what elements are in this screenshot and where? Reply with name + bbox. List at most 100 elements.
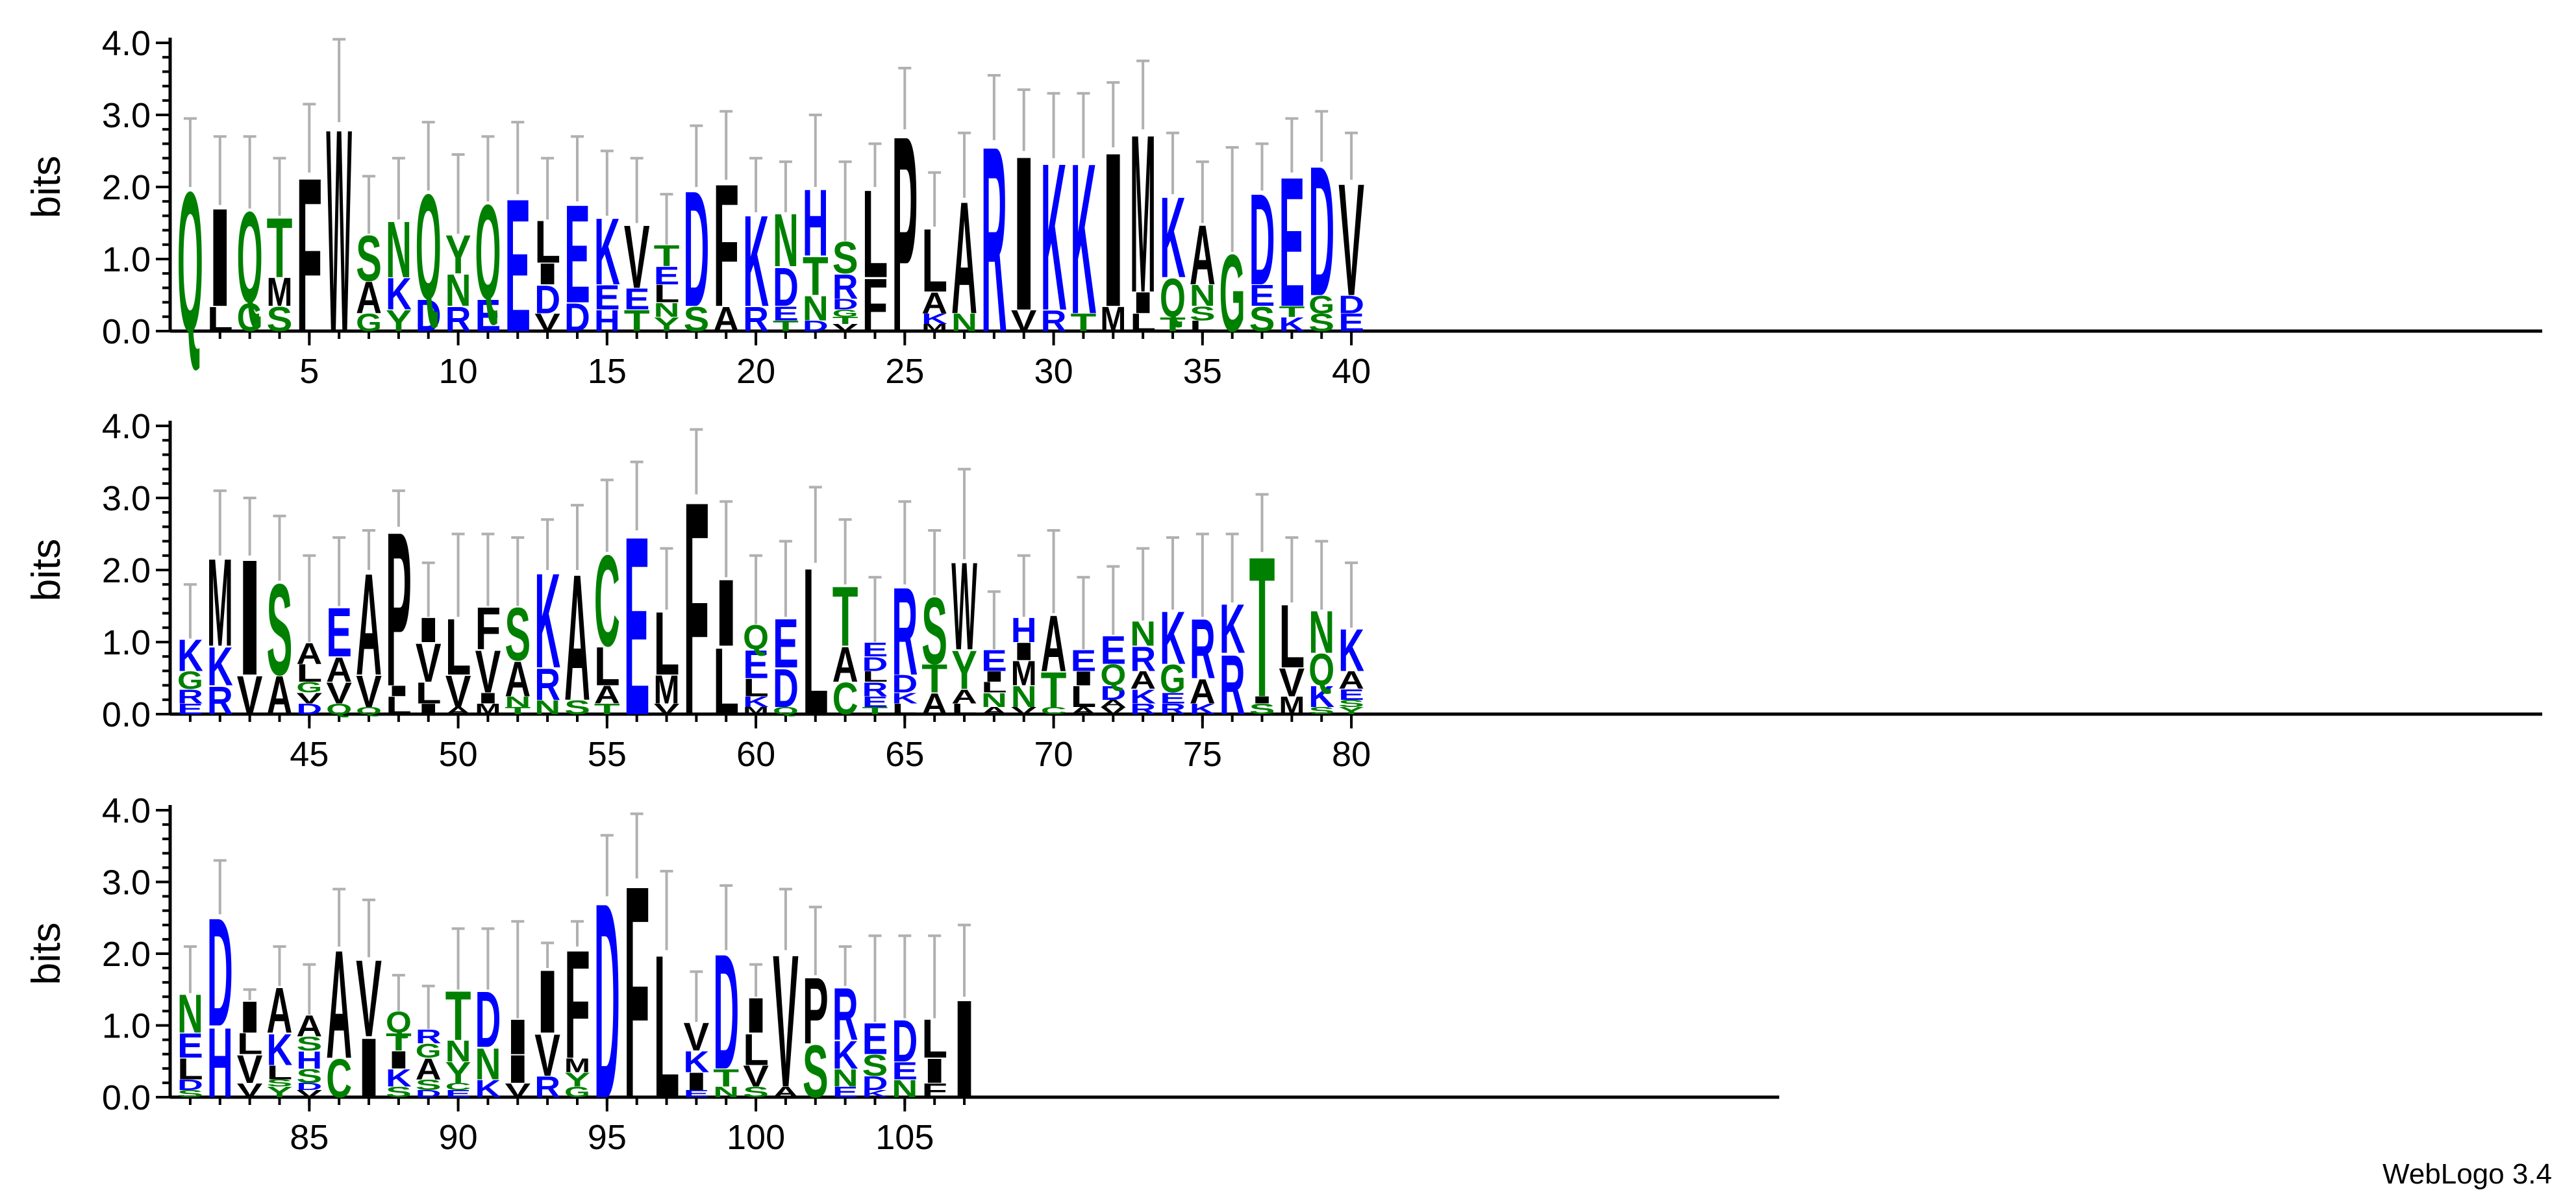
- logo-letter-Y: Y: [386, 304, 412, 338]
- y-tick-label: 4.0: [102, 791, 151, 830]
- logo-letter-D: D: [862, 653, 888, 675]
- logo-letter-I: I: [1249, 694, 1275, 705]
- logo-letter-V: V: [475, 639, 501, 706]
- logo-letter-S: S: [1308, 308, 1334, 337]
- logo-letter-N: N: [1130, 614, 1156, 653]
- logo-column-78: MVL: [1279, 536, 1305, 720]
- logo-letter-V: V: [654, 700, 680, 717]
- logo-letter-H: H: [803, 170, 829, 276]
- logo-column-39: SGD: [1308, 110, 1334, 337]
- x-tick-label: 90: [439, 1118, 478, 1157]
- logo-letter-A: A: [1071, 705, 1097, 717]
- logo-letter-I: I: [981, 668, 1007, 685]
- logo-letter-L: L: [803, 525, 829, 759]
- logo-column-15: HEK: [594, 149, 620, 338]
- logo-letter-T: T: [654, 239, 680, 273]
- logo-column-1: Q: [177, 117, 203, 374]
- y-tick-label: 2.0: [102, 935, 151, 974]
- logo-column-62: L: [803, 486, 829, 759]
- logo-letter-F: F: [862, 263, 888, 347]
- logo-column-102: SP: [803, 906, 829, 1113]
- x-tick-label: 65: [885, 735, 924, 774]
- logo-letter-R: R: [534, 1070, 560, 1104]
- logo-letter-S: S: [1190, 303, 1216, 325]
- logo-letter-I: I: [207, 179, 233, 336]
- logo-letter-I: I: [921, 1051, 947, 1090]
- logo-column-75: KAR: [1190, 532, 1216, 717]
- logo-letter-G: G: [1308, 290, 1334, 318]
- logo-letter-I: I: [505, 1047, 531, 1091]
- logo-letter-Y: Y: [951, 639, 977, 701]
- logo-letter-F: F: [564, 918, 590, 1091]
- logo-letter-D: D: [564, 295, 590, 340]
- logo-letter-Y: Y: [564, 1069, 590, 1091]
- logo-letter-K: K: [921, 310, 947, 327]
- logo-letter-S: S: [1308, 706, 1334, 717]
- logo-letter-L: L: [594, 636, 620, 697]
- x-tick-label: 45: [290, 735, 329, 774]
- logo-letter-T: T: [1279, 303, 1305, 320]
- logo-letter-N: N: [445, 1034, 471, 1068]
- logo-letter-E: E: [862, 693, 888, 710]
- logo-letter-I: I: [475, 689, 501, 706]
- logo-letter-V: V: [832, 323, 858, 334]
- x-tick-label: 5: [299, 352, 319, 391]
- logo-letter-K: K: [832, 1033, 858, 1077]
- logo-letter-D: D: [296, 1081, 322, 1092]
- y-tick-label: 2.0: [102, 168, 151, 207]
- logo-letter-S: S: [1249, 300, 1275, 340]
- logo-letter-Q: Q: [1308, 645, 1334, 695]
- logo-column-86: CA: [326, 887, 352, 1109]
- logo-letter-E: E: [862, 639, 888, 661]
- logo-letter-E: E: [1249, 279, 1275, 312]
- logo-letter-P: P: [892, 79, 918, 391]
- logo-letter-K: K: [207, 636, 233, 698]
- logo-letter-A: A: [951, 168, 977, 347]
- logo-letter-S: S: [1338, 698, 1364, 709]
- logo-column-31: TK: [1071, 92, 1097, 359]
- logo-letter-L: L: [416, 676, 442, 710]
- logo-letter-C: C: [1041, 705, 1067, 717]
- logo-letter-L: L: [1190, 318, 1216, 335]
- logo-column-61: QDE: [773, 539, 799, 719]
- logo-letter-A: A: [832, 637, 858, 693]
- logo-letter-Q: Q: [386, 1006, 412, 1039]
- logo-column-63: CAT: [832, 518, 858, 724]
- logo-letter-V: V: [445, 667, 471, 717]
- logo-letter-V: V: [356, 667, 382, 717]
- logo-letter-L: L: [654, 913, 680, 1141]
- logo-letter-A: A: [356, 543, 382, 706]
- logo-letter-D: D: [296, 700, 322, 717]
- logo-letter-E: E: [683, 1089, 709, 1100]
- logo-letter-A: A: [416, 1052, 442, 1086]
- logo-letter-E: E: [445, 1089, 471, 1100]
- logo-letter-K: K: [862, 1088, 888, 1099]
- logo-column-93: RVI: [534, 941, 560, 1104]
- x-tick-label: 35: [1183, 352, 1222, 391]
- logo-letter-F: F: [296, 132, 322, 378]
- logo-letter-K: K: [594, 199, 620, 305]
- logo-letter-M: M: [564, 1054, 590, 1076]
- logo-letter-E: E: [505, 159, 531, 371]
- y-tick-label: 4.0: [102, 407, 151, 446]
- logo-letter-T: T: [1071, 309, 1097, 336]
- logo-letter-D: D: [1308, 127, 1334, 334]
- logo-letter-G: G: [1219, 232, 1245, 355]
- logo-letter-S: S: [356, 222, 382, 295]
- logo-letter-R: R: [832, 267, 858, 306]
- logo-letter-R: R: [416, 1026, 442, 1048]
- logo-letter-N: N: [654, 299, 680, 321]
- logo-column-56: E: [624, 460, 650, 769]
- logo-letter-D: D: [207, 886, 233, 1059]
- logo-letter-L: L: [921, 1008, 947, 1069]
- logo-letter-D: D: [773, 256, 799, 318]
- logo-letter-A: A: [326, 918, 352, 1091]
- logo-letter-I: I: [1130, 286, 1156, 320]
